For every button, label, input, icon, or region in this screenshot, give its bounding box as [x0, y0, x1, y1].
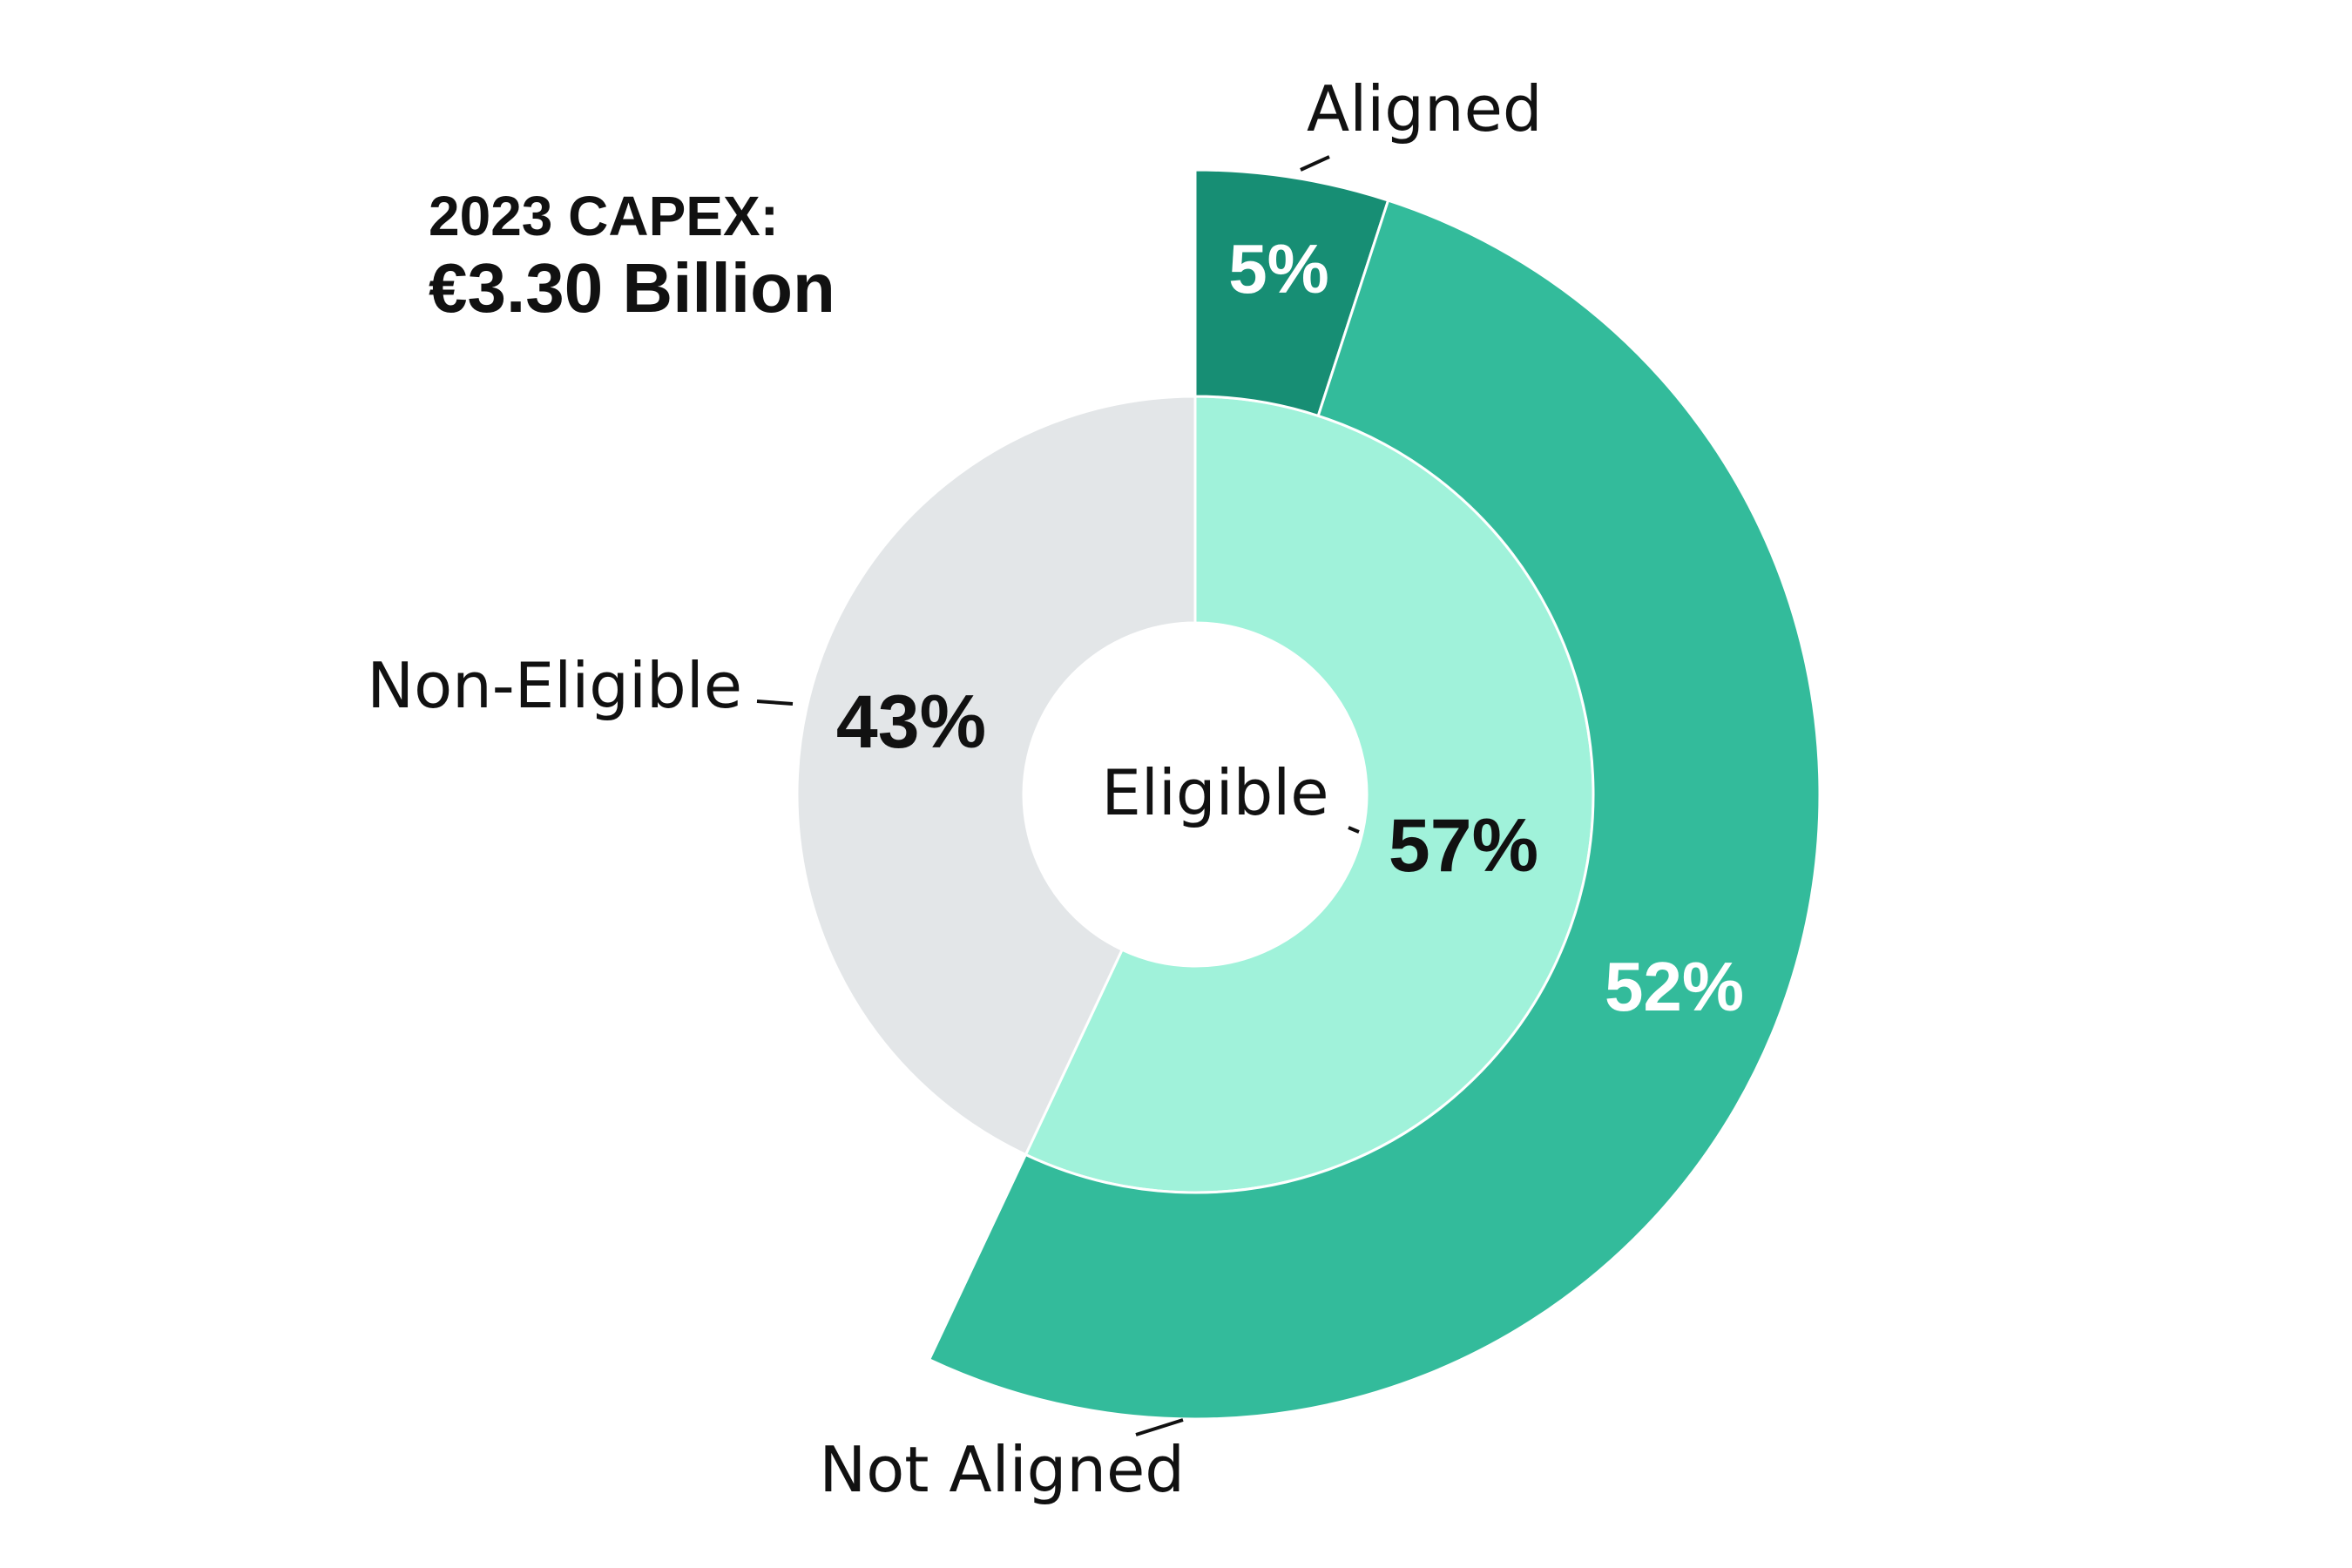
value-label-aligned: 5%	[1228, 230, 1329, 308]
category-label-eligible: Eligible	[1101, 756, 1328, 829]
leader-lines	[756, 155, 1360, 1436]
chart-slices	[795, 168, 1821, 1421]
chart-title: 2023 CAPEX:	[429, 185, 779, 247]
value-label-eligible: 57%	[1389, 804, 1538, 888]
category-label-non-eligible: Non-Eligible	[367, 649, 742, 722]
slice-not-aligned	[927, 199, 1821, 1421]
leader-eligible	[1348, 826, 1360, 834]
value-label-non-eligible: 43%	[836, 680, 986, 764]
slice-non-eligible	[795, 395, 1197, 1157]
leader-aligned	[1300, 155, 1330, 172]
category-label-not-aligned: Not Aligned	[819, 1433, 1185, 1506]
leader-non-eligible	[756, 700, 794, 706]
category-label-aligned: Aligned	[1307, 72, 1543, 145]
value-label-not-aligned: 52%	[1605, 948, 1744, 1025]
chart-total: €3.30 Billion	[429, 249, 835, 327]
leader-not-aligned	[1135, 1418, 1184, 1436]
chart-labels: 57% 43% 5% 52% Eligible Non-Eligible Aligned No…	[367, 72, 1744, 1506]
